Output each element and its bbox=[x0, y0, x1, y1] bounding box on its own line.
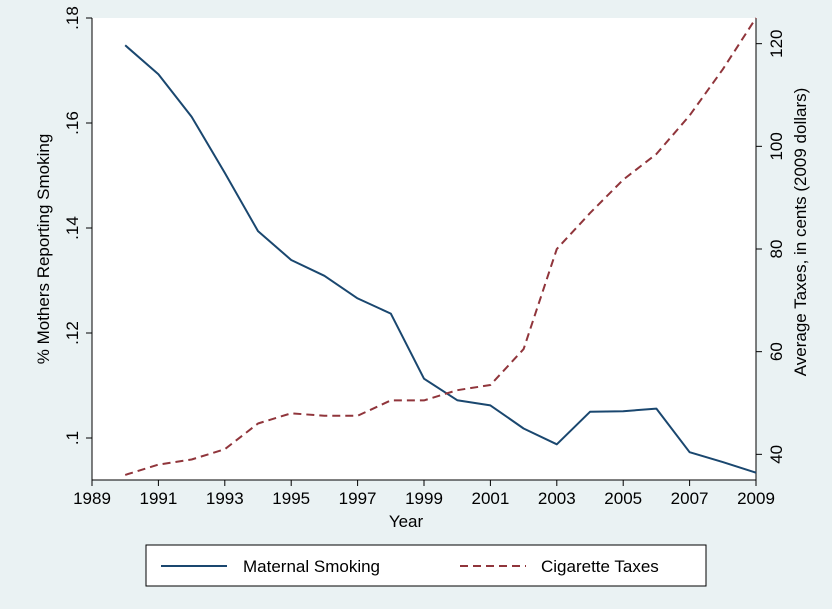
axes: 1989 1991 1993 1995 1997 1999 2001 2003 2005 2007… bbox=[63, 6, 786, 508]
plot-area bbox=[92, 18, 756, 480]
y-right-axis-title: Average Taxes, in cents (2009 dollars) bbox=[791, 88, 810, 377]
y-left-tick-label: .1 bbox=[63, 431, 82, 445]
x-tick-label: 1989 bbox=[73, 489, 111, 508]
legend-box bbox=[145, 544, 707, 587]
y-left-axis-title: % Mothers Reporting Smoking bbox=[34, 134, 53, 365]
x-tick-label: 1999 bbox=[405, 489, 443, 508]
y-left-tick-label: .18 bbox=[63, 6, 82, 30]
legend: Maternal Smoking Cigarette Taxes bbox=[145, 544, 707, 587]
series-line-cigarette-taxes bbox=[124, 17, 757, 476]
x-tick-label: 2009 bbox=[737, 489, 775, 508]
x-tick-label: 2003 bbox=[538, 489, 576, 508]
y-right-tick-label: 120 bbox=[767, 29, 786, 57]
y-left-tick-label: .16 bbox=[63, 111, 82, 135]
x-tick-label: 1991 bbox=[139, 489, 177, 508]
x-tick-label: 1995 bbox=[272, 489, 310, 508]
legend-label-maternal-smoking: Maternal Smoking bbox=[243, 557, 380, 576]
x-tick-label: 2001 bbox=[471, 489, 509, 508]
x-tick-label: 2007 bbox=[671, 489, 709, 508]
x-axis-title: Year bbox=[389, 512, 424, 531]
legend-label-cigarette-taxes: Cigarette Taxes bbox=[541, 557, 659, 576]
y-left-tick-label: .12 bbox=[63, 321, 82, 345]
x-tick-label: 1993 bbox=[206, 489, 244, 508]
y-right-tick-label: 60 bbox=[767, 342, 786, 361]
y-right-tick-label: 40 bbox=[767, 445, 786, 464]
x-tick-label: 1997 bbox=[339, 489, 377, 508]
y-right-tick-label: 100 bbox=[767, 132, 786, 160]
series-line-maternal-smoking bbox=[124, 44, 757, 474]
y-left-tick-label: .14 bbox=[63, 216, 82, 240]
y-right-tick-label: 80 bbox=[767, 240, 786, 259]
series-layer bbox=[124, 17, 757, 476]
x-tick-label: 2005 bbox=[604, 489, 642, 508]
